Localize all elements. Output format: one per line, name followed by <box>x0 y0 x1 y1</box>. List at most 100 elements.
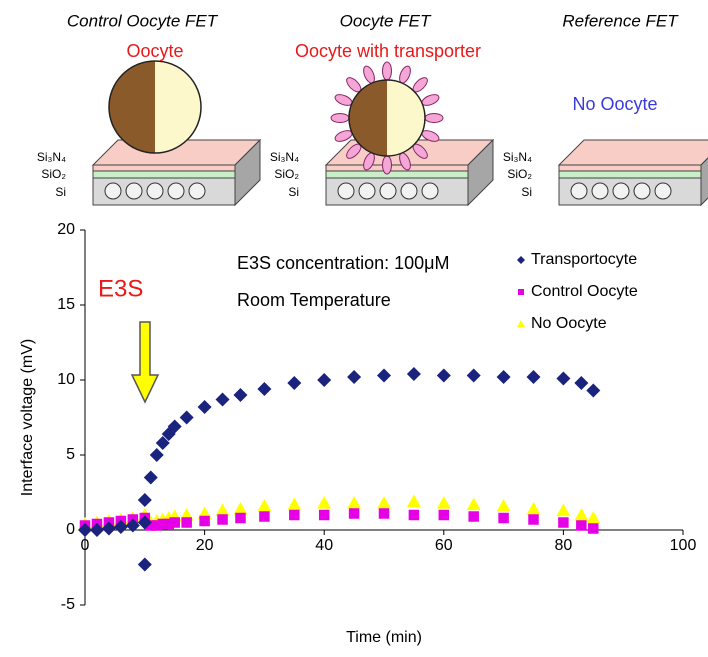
data-point <box>143 470 158 485</box>
layer-label: Si₃N₄ <box>503 150 532 164</box>
data-point <box>151 520 163 531</box>
electron <box>654 182 672 200</box>
data-point <box>137 557 152 572</box>
oxide-front <box>325 170 469 179</box>
electron <box>337 182 355 200</box>
layer-label: SiO₂ <box>507 167 532 181</box>
layer-label: Si <box>288 185 299 199</box>
data-point <box>528 514 539 525</box>
oocyte-right <box>387 80 425 156</box>
transporter <box>424 113 444 123</box>
oxide-front <box>92 170 236 179</box>
data-point <box>169 517 180 528</box>
data-point <box>406 494 421 508</box>
data-point <box>78 523 92 537</box>
x-tick-label: 0 <box>81 537 90 554</box>
data-point <box>586 383 601 398</box>
data-point <box>145 520 157 531</box>
legend-label: No Oocyte <box>531 315 607 332</box>
data-point <box>586 511 601 524</box>
x-tick-label: 100 <box>670 537 697 554</box>
transporter <box>382 61 392 81</box>
data-point <box>197 400 212 414</box>
oocyte-outline <box>348 79 426 157</box>
legend-label: Control Oocyte <box>531 283 638 300</box>
electron <box>570 182 588 200</box>
electron <box>591 182 609 200</box>
electron <box>358 182 376 200</box>
data-point <box>498 512 509 524</box>
sample-label: No Oocyte <box>572 94 657 114</box>
data-point <box>556 371 571 386</box>
layer-label: Si <box>55 185 66 199</box>
fet-title: Reference FET <box>562 11 679 30</box>
data-point <box>347 496 362 509</box>
data-point <box>257 499 272 512</box>
data-point <box>181 517 192 528</box>
data-point <box>377 496 391 509</box>
data-point <box>235 512 246 524</box>
data-point <box>233 502 248 515</box>
electron <box>612 182 630 200</box>
fet-title: Control Oocyte FET <box>67 11 219 30</box>
transporter <box>382 155 392 175</box>
electron <box>104 182 122 200</box>
legend-marker <box>518 289 524 295</box>
data-point <box>137 515 152 530</box>
data-point <box>466 497 481 511</box>
electron <box>146 182 164 200</box>
electron <box>421 182 439 200</box>
data-point <box>287 376 302 390</box>
e3s-arrow <box>130 321 160 404</box>
x-axis-title: Time (min) <box>346 629 422 646</box>
x-tick-label: 20 <box>196 537 214 554</box>
data-point <box>378 508 390 519</box>
data-point <box>215 392 230 407</box>
data-point <box>179 410 194 425</box>
oocyte-left <box>349 80 387 156</box>
data-point <box>436 368 451 383</box>
data-point <box>217 514 228 525</box>
data-point <box>89 523 104 537</box>
y-tick-label: 10 <box>57 371 75 388</box>
legend-marker <box>517 256 525 264</box>
sample-label: Oocyte <box>126 41 183 61</box>
data-point <box>574 376 589 390</box>
y-tick-label: 20 <box>57 221 75 238</box>
y-tick-label: 0 <box>66 521 75 538</box>
data-point <box>436 496 451 509</box>
data-point <box>576 520 587 531</box>
data-point <box>125 518 140 533</box>
x-tick-label: 40 <box>315 537 333 554</box>
data-point <box>289 509 300 521</box>
y-tick-label: 15 <box>57 296 75 313</box>
data-point <box>406 367 421 381</box>
x-tick-label: 60 <box>435 537 453 554</box>
oocyte-outline <box>108 60 202 154</box>
data-point <box>438 509 450 521</box>
data-point <box>348 508 360 519</box>
layer-label: Si₃N₄ <box>270 150 299 164</box>
legend-label: Transportocyte <box>531 251 637 268</box>
data-point <box>318 509 330 521</box>
data-point <box>526 502 541 515</box>
layer-label: Si <box>521 185 532 199</box>
data-point <box>137 493 152 507</box>
sample-label: Oocyte with transporter <box>295 41 481 61</box>
fet-diagrams: Control Oocyte FET Si₃N₄ SiO₂ Si Oocyte FET S… <box>37 11 708 207</box>
annotation: E3S <box>98 275 143 302</box>
electron <box>167 182 185 200</box>
layer-label: Si₃N₄ <box>37 150 66 164</box>
transporter <box>330 113 350 123</box>
slab-side <box>467 138 494 207</box>
nitride-front <box>325 164 469 172</box>
data-point <box>347 370 362 384</box>
annotation: Room Temperature <box>237 290 391 310</box>
data-point <box>259 511 270 522</box>
x-tick-label: 80 <box>555 537 573 554</box>
slab-side <box>234 138 261 207</box>
fet-title: Oocyte FET <box>340 11 432 30</box>
data-point <box>113 520 128 534</box>
electron <box>188 182 206 200</box>
oocyte-left <box>109 61 155 153</box>
